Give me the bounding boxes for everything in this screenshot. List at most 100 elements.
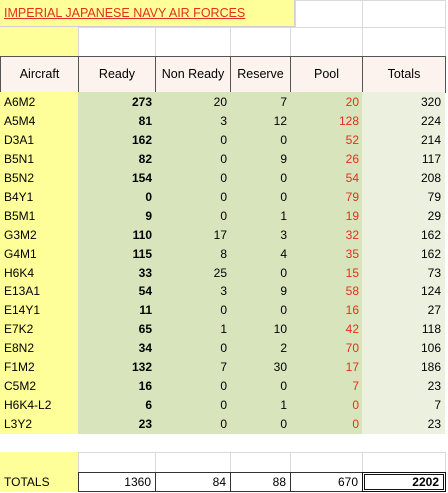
table-value: 17 [290,357,363,378]
aircraft-name: B5N2 [0,167,79,188]
table-value: 128 [290,110,363,131]
table-value: 82 [78,148,156,169]
aircraft-name: L3Y2 [0,414,79,435]
table-value: 0 [155,376,231,397]
aircraft-name: B5N1 [0,148,79,169]
table-value: 0 [230,414,291,435]
table-value: 17 [155,224,231,245]
column-header: Reserve [230,56,291,93]
aircraft-name: E13A1 [0,281,79,302]
table-value: 27 [362,300,445,321]
table-value: 81 [78,110,156,131]
table-value: 1 [155,319,231,340]
table-value: 0 [155,186,231,207]
column-header: Non Ready [155,56,231,93]
table-value: 0 [230,186,291,207]
table-value: 25 [155,262,231,283]
table-value: 12 [230,110,291,131]
table-value: 9 [230,281,291,302]
aircraft-name: E8N2 [0,338,79,359]
grid-cell [362,0,446,28]
aircraft-name: C5M2 [0,376,79,397]
yellow-cell [0,452,78,473]
table-value: 0 [230,129,291,150]
column-header: Aircraft [0,56,79,93]
table-value: 65 [78,319,156,340]
table-value: 118 [362,319,445,340]
table-value: 26 [290,148,363,169]
table-value: 3 [155,110,231,131]
table-value: 20 [155,92,231,112]
aircraft-name: G3M2 [0,224,79,245]
table-value: 23 [362,414,445,435]
aircraft-name: G4M1 [0,243,79,264]
totals-label: TOTALS [0,472,79,492]
table-value: 162 [362,243,445,264]
table-value: 10 [230,319,291,340]
table-value: 208 [362,167,445,188]
aircraft-name: E14Y1 [0,300,79,321]
grid-cell [155,27,231,57]
table-value: 0 [155,300,231,321]
table-value: 11 [78,300,156,321]
table-value: 0 [155,414,231,435]
table-value: 30 [230,357,291,378]
table-value: 154 [78,167,156,188]
aircraft-name: A6M2 [0,92,79,112]
column-header: Ready [78,56,156,93]
table-value: 0 [290,414,363,435]
table-value: 1 [230,395,291,416]
total-value: 2202 [362,472,446,492]
table-value: 16 [78,376,156,397]
table-value: 0 [155,338,231,359]
table-value: 23 [78,414,156,435]
grid-cell [78,452,156,473]
table-value: 19 [290,205,363,226]
table-value: 73 [362,262,445,283]
table-value: 4 [230,243,291,264]
aircraft-name: D3A1 [0,129,79,150]
table-value: 0 [230,300,291,321]
table-value: 16 [290,300,363,321]
table-value: 79 [290,186,363,207]
aircraft-name: H6K4 [0,262,79,283]
grid-cell [362,27,446,57]
table-value: 224 [362,110,445,131]
table-value: 320 [362,92,445,112]
aircraft-name: F1M2 [0,357,79,378]
grid-cell [295,0,363,28]
total-value: 670 [290,472,363,492]
table-value: 54 [290,167,363,188]
table-value: 132 [78,357,156,378]
aircraft-name: E7K2 [0,319,79,340]
table-value: 20 [290,92,363,112]
total-value: 1360 [78,472,156,492]
table-value: 42 [290,319,363,340]
table-value: 35 [290,243,363,264]
table-value: 7 [230,92,291,112]
table-value: 273 [78,92,156,112]
table-value: 162 [362,224,445,245]
grid-cell [78,27,156,57]
aircraft-name: A5M4 [0,110,79,131]
table-value: 124 [362,281,445,302]
table-value: 117 [362,148,445,169]
grid-cell [362,452,446,473]
table-value: 79 [362,186,445,207]
table-value: 23 [362,376,445,397]
table-value: 7 [155,357,231,378]
aircraft-name: B5M1 [0,205,79,226]
table-value: 33 [78,262,156,283]
table-value: 3 [155,281,231,302]
table-value: 3 [230,224,291,245]
table-value: 32 [290,224,363,245]
table-value: 110 [78,224,156,245]
table-value: 34 [78,338,156,359]
aircraft-name: B4Y1 [0,186,79,207]
grid-cell [230,452,291,473]
table-value: 162 [78,129,156,150]
table-value: 0 [155,129,231,150]
table-value: 7 [362,395,445,416]
table-value: 58 [290,281,363,302]
